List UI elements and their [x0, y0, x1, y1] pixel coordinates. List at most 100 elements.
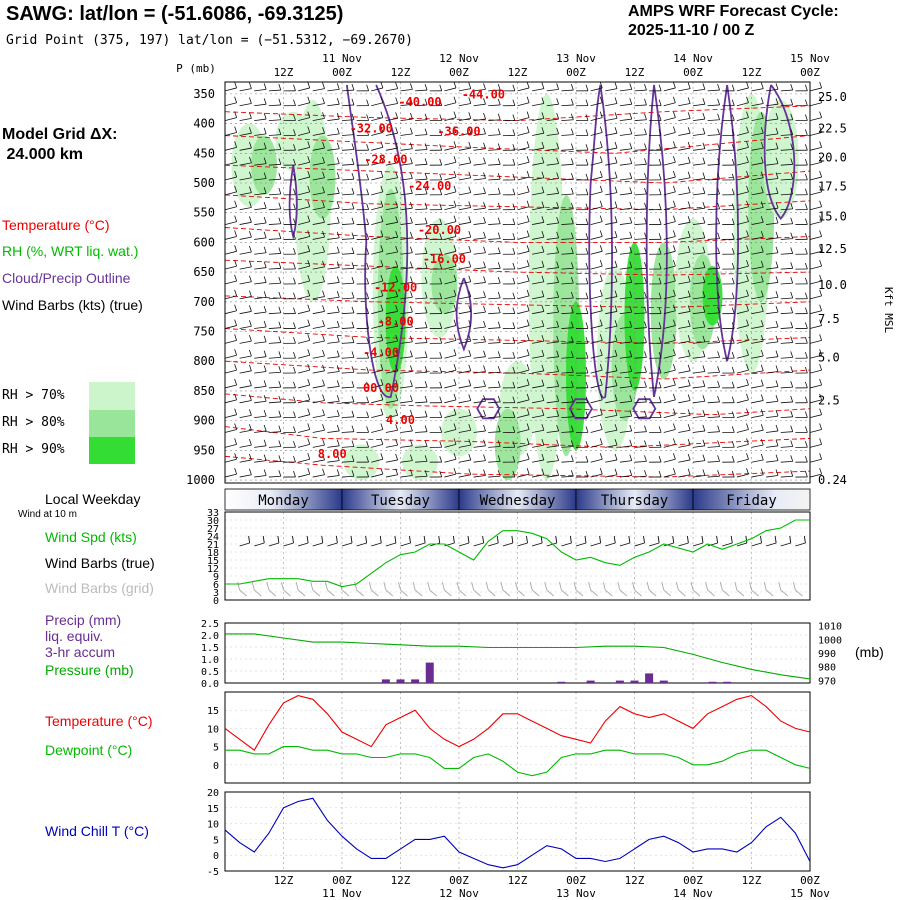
wind-barb	[546, 222, 559, 225]
pressure-line	[225, 633, 811, 680]
weekday-label: Friday	[726, 493, 777, 509]
temperature-contour	[224, 295, 811, 309]
wind-barb-flag	[395, 468, 399, 475]
wind-barb	[341, 297, 354, 300]
surface-wind-barb-flag	[394, 535, 397, 544]
wind-barb	[458, 162, 471, 166]
wind-barb-flag	[366, 99, 370, 106]
wind-barb-flag	[702, 202, 706, 209]
wind-barb-flag	[760, 424, 764, 431]
wind-barb-flag	[599, 156, 603, 163]
wind-barb-flag	[819, 245, 823, 252]
temperature-line	[224, 695, 811, 752]
wind-barb-flag	[234, 423, 238, 430]
cloud-outline	[763, 84, 796, 221]
grid-wind-barb	[736, 589, 745, 597]
wind-barb	[268, 431, 281, 433]
wind-barb	[707, 253, 720, 255]
wind-barb	[488, 431, 501, 433]
wind-barb-flag	[526, 334, 530, 341]
wind-barb-flag	[644, 202, 647, 210]
wind-barb-flag	[658, 307, 662, 314]
wind-barb	[532, 88, 544, 92]
wind-barb	[254, 118, 267, 122]
wind-barb-flag	[556, 187, 560, 194]
wind-barb	[634, 104, 647, 107]
wind-barb-flag	[336, 409, 340, 417]
wind-barb-flag	[760, 245, 764, 253]
wind-barb	[473, 475, 486, 478]
pressure-tick: 950	[193, 443, 215, 457]
grid-wind-barb-flag	[383, 581, 387, 591]
wind-barb	[298, 399, 310, 404]
wind-barb-flag	[702, 469, 706, 476]
wind-barb-flag	[672, 96, 676, 103]
wind-barb-flag	[819, 230, 823, 237]
wind-barb-flag	[307, 304, 311, 311]
wind-barb-flag	[804, 307, 808, 314]
wind-barb-flag	[614, 349, 618, 357]
wind-barb	[634, 193, 647, 196]
wind-barb	[385, 251, 398, 255]
wind-barb-flag	[629, 380, 633, 387]
grid-wind-barb	[429, 589, 438, 597]
wind-barb-flag	[629, 306, 633, 313]
wind-barb	[561, 460, 574, 463]
wind-barb-flag	[672, 245, 676, 252]
wind-barb-flag	[278, 98, 282, 106]
top-hour-tick: 12Z	[391, 66, 411, 79]
wind-barb-flag	[599, 423, 603, 430]
wind-barb-flag	[702, 276, 706, 283]
wind-barb	[780, 223, 793, 225]
rh-shade	[650, 242, 677, 380]
wind-barb	[371, 369, 383, 374]
wind-barb-flag	[278, 291, 282, 299]
wind-barb-flag	[731, 158, 735, 166]
wind-barb-flag	[249, 379, 252, 386]
wind-barb	[766, 178, 779, 181]
wind-barb-flag	[439, 129, 443, 136]
wind-barb	[400, 341, 413, 344]
wind-barb-flag	[249, 260, 252, 267]
bottom-hour-tick: 12Z	[274, 874, 294, 887]
wind-barb	[678, 444, 691, 448]
wind-barb-flag	[366, 218, 370, 225]
wind-barb	[385, 340, 398, 344]
wind-barb	[663, 102, 676, 107]
wind-barb	[473, 207, 486, 211]
wind-barb	[707, 149, 720, 151]
wind-barb-flag	[293, 158, 296, 166]
wind-barb	[517, 340, 530, 344]
wind-barb	[692, 326, 705, 329]
wind-barb-flag	[366, 233, 370, 240]
surface-wind-barb	[765, 542, 777, 547]
wind-barb	[312, 296, 325, 300]
wind-barb	[634, 416, 647, 419]
wind-barb-flag	[336, 261, 340, 268]
wind-barb	[488, 89, 501, 92]
wind-barb	[341, 163, 354, 166]
value-tick: 24	[207, 532, 219, 543]
wind-barb	[809, 87, 822, 92]
wind-barb-flag	[351, 440, 355, 447]
wind-barb-flag	[468, 112, 472, 119]
wind-barb-flag	[585, 455, 589, 463]
wind-barb	[385, 459, 398, 463]
grid-wind-barb	[297, 589, 306, 597]
wind-barb	[444, 369, 457, 374]
wind-barb	[546, 356, 559, 359]
wind-barb-flag	[644, 425, 647, 432]
wind-barb	[400, 282, 413, 285]
wind-barb-flag	[599, 393, 603, 400]
wind-barb	[327, 207, 340, 211]
wind-barb	[707, 431, 720, 433]
wind-barb	[561, 416, 574, 419]
rh80-swatch	[89, 410, 135, 437]
wind-barb-flag	[497, 128, 501, 135]
wind-barb-flag	[746, 260, 749, 267]
wind-barb	[385, 207, 398, 211]
wind-barb-flag	[717, 173, 720, 180]
wind-barb	[312, 474, 325, 478]
wind-barb	[473, 192, 486, 196]
wind-barb-flag	[687, 320, 691, 327]
